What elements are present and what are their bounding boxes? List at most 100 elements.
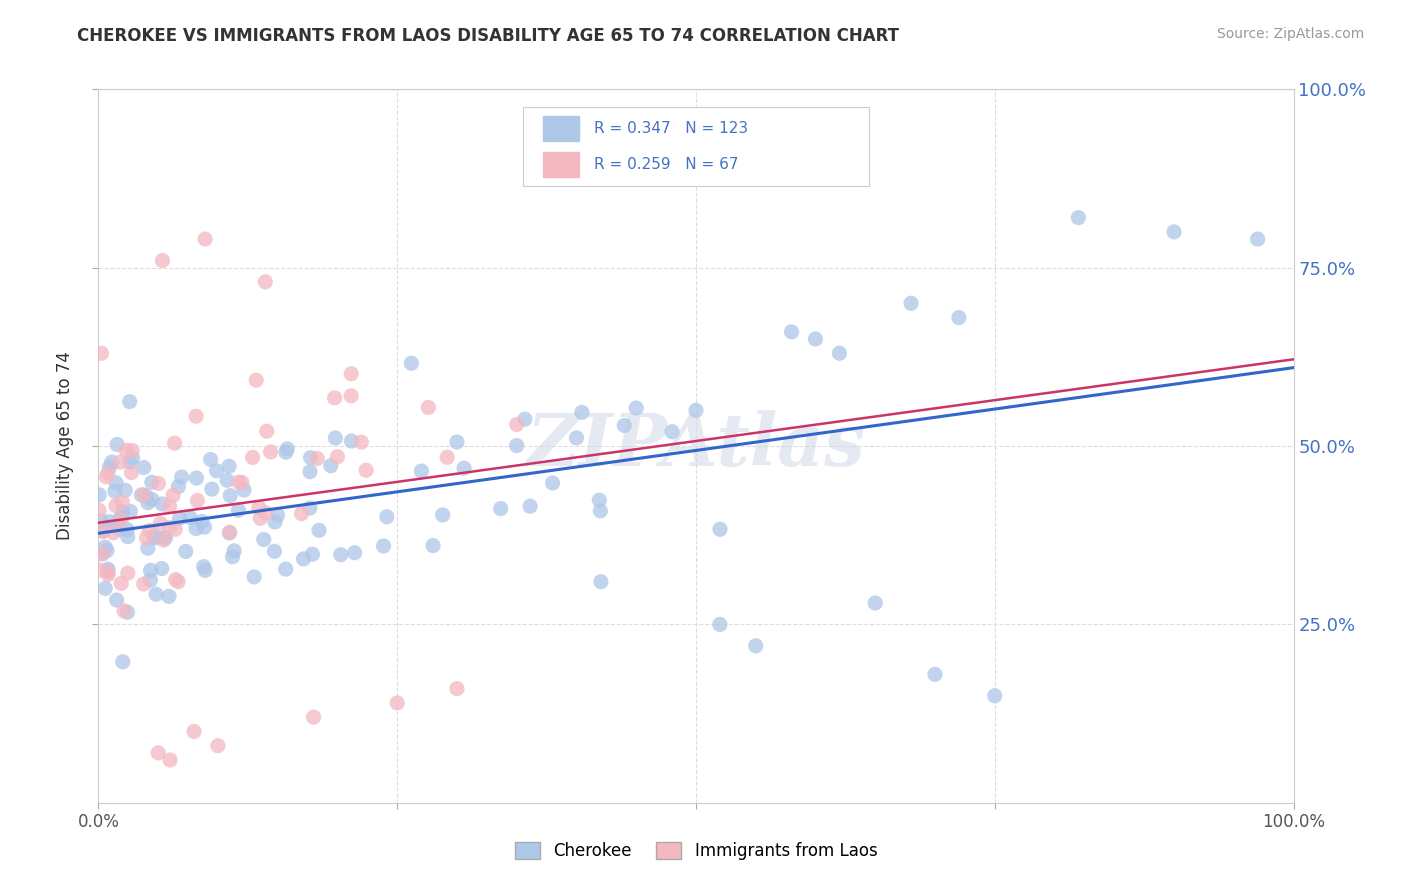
Point [804,332,827,346]
Point [254,275,277,289]
Point [1247,232,1270,246]
Point [340,367,363,381]
Point [350,435,373,450]
Point [167,574,190,589]
Point [436,450,458,465]
Point [249,511,271,525]
Text: R = 0.347   N = 123: R = 0.347 N = 123 [595,121,748,136]
Point [193,520,215,534]
Point [132,460,155,475]
Point [186,493,208,508]
Point [141,492,163,507]
Point [115,443,138,458]
FancyBboxPatch shape [523,107,869,186]
Point [132,488,155,502]
Point [201,482,224,496]
Point [489,501,512,516]
Point [218,525,240,540]
Point [865,596,887,610]
Point [110,576,132,591]
Point [97,564,120,578]
Point [91,547,114,561]
Point [948,310,970,325]
Point [111,505,134,519]
Point [422,539,444,553]
Point [179,510,201,524]
Point [513,412,536,426]
Point [263,544,285,558]
Point [323,391,346,405]
Point [145,587,167,601]
Point [329,548,352,562]
Point [613,418,636,433]
Point [184,522,207,536]
Point [343,546,366,560]
Point [254,506,277,520]
Text: R = 0.259   N = 67: R = 0.259 N = 67 [595,157,740,171]
Point [149,516,172,531]
Point [87,563,110,577]
Point [276,442,298,456]
Point [194,232,217,246]
Point [242,450,264,465]
Point [114,483,136,498]
Point [136,541,159,556]
Point [105,437,128,451]
Point [153,531,176,545]
Point [221,549,243,564]
Point [105,593,128,607]
Point [354,463,377,477]
Point [385,696,409,710]
Point [218,459,240,474]
Point [307,451,329,466]
Text: CHEROKEE VS IMMIGRANTS FROM LAOS DISABILITY AGE 65 TO 74 CORRELATION CHART: CHEROKEE VS IMMIGRANTS FROM LAOS DISABIL… [77,27,900,45]
Point [200,452,222,467]
Point [108,455,131,469]
Point [685,403,707,417]
Point [274,445,297,459]
Point [117,605,139,619]
Point [89,488,111,502]
Point [219,489,242,503]
Point [453,461,475,475]
Point [325,431,347,445]
Point [104,484,127,499]
Point [121,450,143,465]
Point [506,417,529,432]
Point [184,409,207,424]
Point [139,573,162,587]
Point [91,547,114,561]
Point [571,405,593,419]
Point [183,724,205,739]
Point [1163,225,1185,239]
Point [90,346,112,360]
Point [519,499,541,513]
Legend: Cherokee, Immigrants from Laos: Cherokee, Immigrants from Laos [508,836,884,867]
Point [231,475,253,490]
Point [340,389,363,403]
Point [900,296,922,310]
Point [186,471,208,485]
Point [165,522,187,536]
Point [94,470,117,484]
Point [143,529,166,543]
Point [745,639,768,653]
Point [243,570,266,584]
Point [141,475,163,490]
Point [138,524,160,538]
Point [218,525,240,540]
Point [159,499,181,513]
Point [170,470,193,484]
Point [121,443,143,458]
Point [506,439,529,453]
Point [375,509,398,524]
Point [274,562,297,576]
Point [143,531,166,545]
Point [828,346,851,360]
Point [253,533,276,547]
Point [709,522,731,536]
Point [169,511,191,525]
Point [291,507,314,521]
Point [91,524,114,539]
Point [191,515,214,529]
